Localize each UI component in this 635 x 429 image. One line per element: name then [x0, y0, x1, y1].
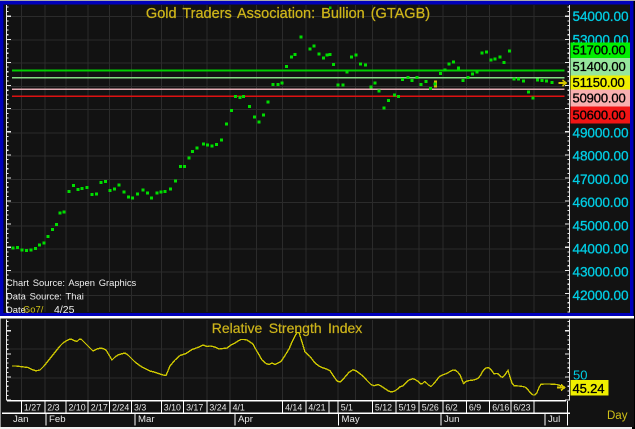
svg-text:51400.00: 51400.00 — [573, 59, 626, 74]
svg-text:2/17: 2/17 — [91, 403, 108, 413]
svg-text:Relative Strength Index: Relative Strength Index — [212, 320, 363, 336]
svg-text:50900.00: 50900.00 — [573, 91, 626, 106]
svg-text:Feb: Feb — [49, 414, 66, 425]
svg-text:3/17: 3/17 — [186, 403, 203, 413]
svg-text:Day: Day — [607, 410, 628, 422]
svg-text:5/1: 5/1 — [341, 403, 353, 413]
svg-text:4/14: 4/14 — [285, 403, 302, 413]
svg-text:Jan: Jan — [13, 414, 28, 425]
svg-text:6/2: 6/2 — [445, 403, 457, 413]
svg-text:6/9: 6/9 — [469, 403, 481, 413]
svg-text:42000.00: 42000.00 — [573, 288, 629, 303]
svg-text:2/24: 2/24 — [112, 403, 129, 413]
svg-text:49000.00: 49000.00 — [573, 125, 629, 140]
svg-text:46000.00: 46000.00 — [573, 195, 629, 210]
svg-text:51150.00: 51150.00 — [573, 75, 625, 90]
svg-text:Jun: Jun — [444, 414, 459, 425]
svg-text:50600.00: 50600.00 — [573, 108, 626, 123]
svg-text:May: May — [342, 414, 360, 425]
svg-text:47000.00: 47000.00 — [573, 172, 629, 187]
svg-text:Go7/: Go7/ — [23, 304, 44, 315]
svg-text:Gold Traders Association: Bull: Gold Traders Association: Bullion (GTAGB… — [146, 6, 430, 22]
svg-text:2/10: 2/10 — [69, 403, 86, 413]
svg-text:Apr: Apr — [238, 414, 254, 425]
svg-text:44000.00: 44000.00 — [573, 242, 629, 257]
svg-text:Chart Source: Aspen Graphics: Chart Source: Aspen Graphics — [6, 277, 137, 288]
svg-text:1/27: 1/27 — [24, 403, 41, 413]
svg-text:Mar: Mar — [138, 414, 155, 425]
svg-text:3/3: 3/3 — [134, 403, 146, 413]
svg-text:6/16: 6/16 — [492, 403, 509, 413]
svg-text:3/10: 3/10 — [164, 403, 181, 413]
svg-text:5/12: 5/12 — [375, 403, 392, 413]
svg-text:3/24: 3/24 — [209, 403, 226, 413]
svg-text:54000.00: 54000.00 — [573, 9, 629, 24]
svg-text:5/26: 5/26 — [422, 403, 439, 413]
svg-text:Date:: Date: — [6, 304, 28, 315]
svg-text:2/3: 2/3 — [47, 403, 59, 413]
svg-text:Jul: Jul — [548, 414, 560, 425]
svg-text:48000.00: 48000.00 — [573, 149, 629, 164]
svg-text:5/19: 5/19 — [399, 403, 416, 413]
svg-text:4/1: 4/1 — [233, 403, 245, 413]
svg-text:6/23: 6/23 — [513, 403, 530, 413]
svg-text:51700.00: 51700.00 — [573, 43, 626, 58]
svg-text:43000.00: 43000.00 — [573, 265, 629, 280]
svg-text:45000.00: 45000.00 — [573, 218, 629, 233]
svg-text:50: 50 — [573, 368, 587, 383]
svg-text:4/21: 4/21 — [308, 403, 325, 413]
svg-text:Data Source: Thai: Data Source: Thai — [6, 291, 84, 302]
svg-text:45.24: 45.24 — [573, 381, 605, 396]
